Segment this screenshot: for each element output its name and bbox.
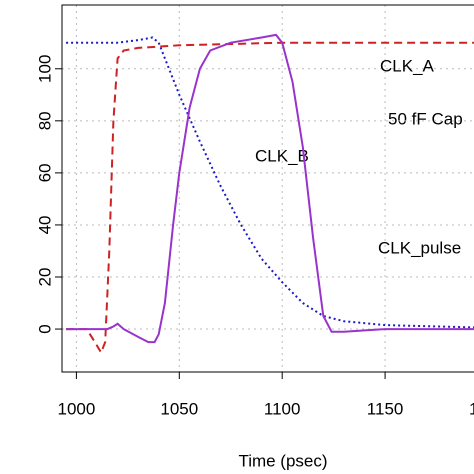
series-label: CLK_B [255, 146, 309, 165]
x-tick-label: 1200 [469, 399, 474, 418]
series-label: CLK_A [380, 56, 435, 75]
y-tick-label: 40 [35, 215, 54, 234]
x-tick-label: 1000 [57, 399, 95, 418]
y-tick-label: 0 [35, 324, 54, 333]
x-tick-label: 1100 [264, 399, 301, 418]
series-line [66, 41, 474, 355]
x-tick-label: 1050 [160, 399, 198, 418]
x-tick-label: 1150 [367, 399, 404, 418]
series-line [66, 33, 474, 344]
series-line [66, 36, 474, 329]
annotation: 50 fF Cap [388, 109, 463, 128]
plot-frame [61, 4, 474, 373]
series-label: CLK_pulse [378, 238, 461, 257]
x-axis-label: Time (psec) [238, 451, 327, 470]
y-tick-label: 60 [35, 163, 54, 182]
y-tick-label: 100 [35, 55, 54, 83]
y-tick-label: 80 [35, 111, 54, 130]
y-tick-label: 20 [35, 268, 54, 287]
